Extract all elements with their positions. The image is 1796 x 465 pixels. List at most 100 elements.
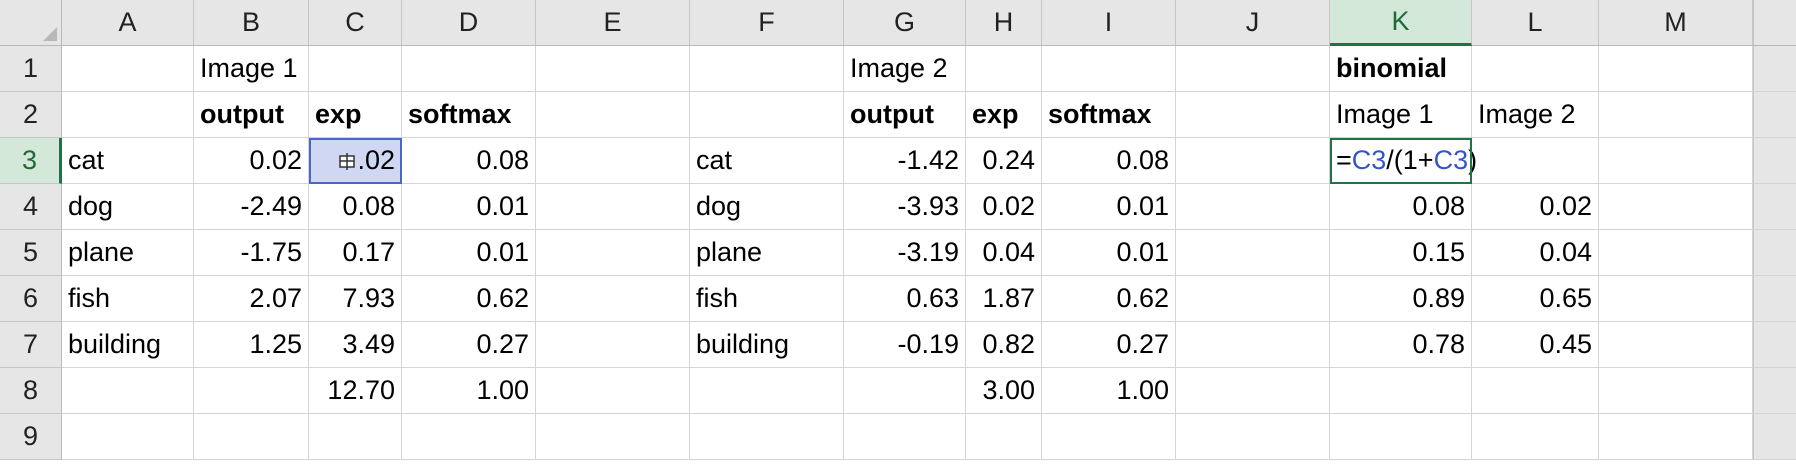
cell-c8[interactable]: 12.70 [309,368,402,414]
cell-l9[interactable] [1472,414,1599,460]
cell-m9[interactable] [1599,414,1753,460]
cell-k8[interactable] [1330,368,1472,414]
cell-k6[interactable]: 0.89 [1330,276,1472,322]
cell-b7[interactable]: 1.25 [194,322,309,368]
cell-k4[interactable]: 0.08 [1330,184,1472,230]
cell-e7[interactable] [536,322,690,368]
cell-f2[interactable] [690,92,844,138]
cell-f9[interactable] [690,414,844,460]
cell-h3[interactable]: 0.24 [966,138,1042,184]
cell-d1[interactable] [402,46,536,92]
cell-f7[interactable]: building [690,322,844,368]
cell-l5[interactable]: 0.04 [1472,230,1599,276]
cell-j8[interactable] [1176,368,1330,414]
cell-m6[interactable] [1599,276,1753,322]
column-header-e[interactable]: E [536,0,690,46]
cell-h1[interactable] [966,46,1042,92]
cell-j5[interactable] [1176,230,1330,276]
vertical-scrollbar-track[interactable] [1753,322,1796,368]
cell-l3[interactable] [1472,138,1599,184]
cell-a6[interactable]: fish [62,276,194,322]
column-header-a[interactable]: A [62,0,194,46]
cell-i6[interactable]: 0.62 [1042,276,1176,322]
cell-e3[interactable] [536,138,690,184]
select-all-corner[interactable] [0,0,62,46]
cell-d2[interactable]: softmax [402,92,536,138]
cell-l6[interactable]: 0.65 [1472,276,1599,322]
cell-m8[interactable] [1599,368,1753,414]
cell-m2[interactable] [1599,92,1753,138]
cell-k9[interactable] [1330,414,1472,460]
column-header-i[interactable]: I [1042,0,1176,46]
cell-b9[interactable] [194,414,309,460]
row-header-4[interactable]: 4 [0,184,62,230]
cell-i8[interactable]: 1.00 [1042,368,1176,414]
cell-a8[interactable] [62,368,194,414]
cell-i2[interactable]: softmax [1042,92,1176,138]
cell-d3[interactable]: 0.08 [402,138,536,184]
cell-f6[interactable]: fish [690,276,844,322]
column-header-b[interactable]: B [194,0,309,46]
cell-f5[interactable]: plane [690,230,844,276]
cell-l2[interactable]: Image 2 [1472,92,1599,138]
cell-d8[interactable]: 1.00 [402,368,536,414]
cell-a2[interactable] [62,92,194,138]
row-header-1[interactable]: 1 [0,46,62,92]
cell-g2[interactable]: output [844,92,966,138]
cell-e5[interactable] [536,230,690,276]
cell-a4[interactable]: dog [62,184,194,230]
cell-l1[interactable] [1472,46,1599,92]
cell-k2[interactable]: Image 1 [1330,92,1472,138]
cell-e6[interactable] [536,276,690,322]
column-header-h[interactable]: H [966,0,1042,46]
cell-j3[interactable] [1176,138,1330,184]
column-header-m[interactable]: M [1599,0,1753,46]
vertical-scrollbar-track[interactable] [1753,138,1796,184]
cell-a1[interactable] [62,46,194,92]
cell-d6[interactable]: 0.62 [402,276,536,322]
cell-c9[interactable] [309,414,402,460]
vertical-scrollbar-track[interactable] [1753,414,1796,460]
cell-d4[interactable]: 0.01 [402,184,536,230]
row-header-8[interactable]: 8 [0,368,62,414]
cell-c4[interactable]: 0.08 [309,184,402,230]
cell-c5[interactable]: 0.17 [309,230,402,276]
cell-g4[interactable]: -3.93 [844,184,966,230]
cell-h2[interactable]: exp [966,92,1042,138]
cell-g1[interactable]: Image 2 [844,46,966,92]
cell-i3[interactable]: 0.08 [1042,138,1176,184]
column-header-d[interactable]: D [402,0,536,46]
cell-i4[interactable]: 0.01 [1042,184,1176,230]
vertical-scrollbar-track[interactable] [1753,92,1796,138]
cell-m5[interactable] [1599,230,1753,276]
cell-l7[interactable]: 0.45 [1472,322,1599,368]
cell-d5[interactable]: 0.01 [402,230,536,276]
row-header-5[interactable]: 5 [0,230,62,276]
column-header-l[interactable]: L [1472,0,1599,46]
cell-b2[interactable]: output [194,92,309,138]
cell-l4[interactable]: 0.02 [1472,184,1599,230]
row-header-3[interactable]: 3 [0,138,62,184]
cell-l8[interactable] [1472,368,1599,414]
cell-b6[interactable]: 2.07 [194,276,309,322]
vertical-scrollbar-track[interactable] [1753,230,1796,276]
cell-f4[interactable]: dog [690,184,844,230]
row-header-7[interactable]: 7 [0,322,62,368]
cell-i9[interactable] [1042,414,1176,460]
cell-m4[interactable] [1599,184,1753,230]
cell-e1[interactable] [536,46,690,92]
cell-b8[interactable] [194,368,309,414]
vertical-scrollbar-track[interactable] [1753,276,1796,322]
cell-h7[interactable]: 0.82 [966,322,1042,368]
cell-c3[interactable]: .02 [309,138,402,184]
cell-d7[interactable]: 0.27 [402,322,536,368]
cell-h6[interactable]: 1.87 [966,276,1042,322]
row-header-6[interactable]: 6 [0,276,62,322]
cell-h9[interactable] [966,414,1042,460]
cell-j6[interactable] [1176,276,1330,322]
cell-f8[interactable] [690,368,844,414]
cell-c2[interactable]: exp [309,92,402,138]
cell-j7[interactable] [1176,322,1330,368]
cell-d9[interactable] [402,414,536,460]
cell-g3[interactable]: -1.42 [844,138,966,184]
